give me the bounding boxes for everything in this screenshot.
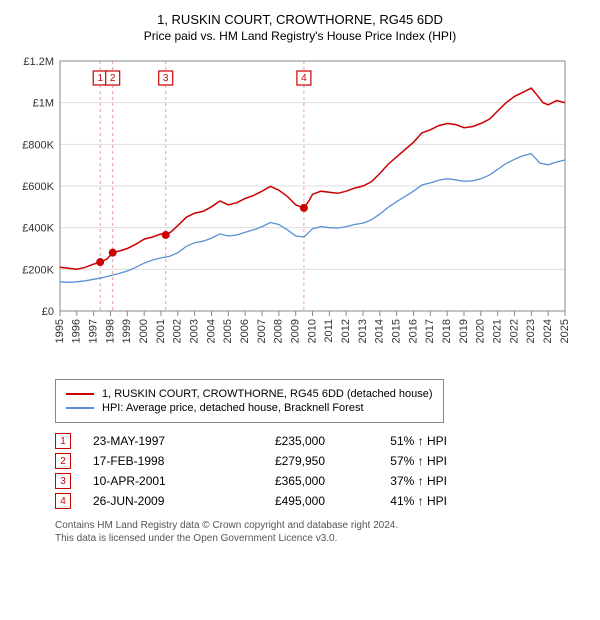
sale-price: £235,000: [225, 434, 325, 448]
sale-hpi: 37% ↑ HPI: [347, 474, 447, 488]
svg-text:2020: 2020: [475, 319, 487, 343]
sale-price: £365,000: [225, 474, 325, 488]
svg-text:2015: 2015: [391, 319, 403, 343]
svg-text:2002: 2002: [172, 319, 184, 343]
sale-index-box: 4: [55, 493, 71, 509]
legend-swatch: [66, 393, 94, 395]
svg-text:2016: 2016: [407, 319, 419, 343]
svg-text:2006: 2006: [239, 319, 251, 343]
svg-text:2017: 2017: [424, 319, 436, 343]
sale-date: 26-JUN-2009: [93, 494, 203, 508]
sale-index-box: 2: [55, 453, 71, 469]
legend-label: HPI: Average price, detached house, Brac…: [102, 402, 364, 414]
svg-text:2013: 2013: [357, 319, 369, 343]
legend-row: HPI: Average price, detached house, Brac…: [66, 402, 433, 414]
footnote: Contains HM Land Registry data © Crown c…: [55, 519, 590, 545]
svg-text:2003: 2003: [189, 319, 201, 343]
sale-price: £495,000: [225, 494, 325, 508]
svg-text:2001: 2001: [155, 319, 167, 343]
svg-text:1: 1: [97, 73, 103, 84]
svg-text:2000: 2000: [138, 319, 150, 343]
legend: 1, RUSKIN COURT, CROWTHORNE, RG45 6DD (d…: [55, 379, 444, 423]
svg-text:£800K: £800K: [22, 139, 54, 151]
svg-text:4: 4: [301, 73, 307, 84]
sale-row: 3 10-APR-2001 £365,000 37% ↑ HPI: [55, 473, 590, 489]
legend-swatch: [66, 407, 94, 409]
sale-hpi: 57% ↑ HPI: [347, 454, 447, 468]
svg-text:£0: £0: [42, 306, 54, 318]
sale-date: 17-FEB-1998: [93, 454, 203, 468]
svg-text:1995: 1995: [54, 319, 66, 343]
svg-text:2005: 2005: [222, 319, 234, 343]
svg-text:2: 2: [110, 73, 116, 84]
legend-row: 1, RUSKIN COURT, CROWTHORNE, RG45 6DD (d…: [66, 388, 433, 400]
sale-index-box: 1: [55, 433, 71, 449]
svg-text:2019: 2019: [458, 319, 470, 343]
svg-text:2011: 2011: [323, 319, 335, 343]
svg-text:2018: 2018: [441, 319, 453, 343]
svg-text:3: 3: [163, 73, 169, 84]
price-chart: £0 £200K £400K £600K £800K £1M £1.2M 1995 1996 19…: [10, 51, 590, 371]
footnote-line-2: This data is licensed under the Open Gov…: [55, 533, 337, 544]
svg-text:£200K: £200K: [22, 264, 54, 276]
svg-text:1996: 1996: [71, 319, 83, 343]
svg-text:£1M: £1M: [33, 98, 54, 110]
footnote-line-1: Contains HM Land Registry data © Crown c…: [55, 520, 398, 531]
svg-text:2024: 2024: [542, 319, 554, 343]
sales-table: 1 23-MAY-1997 £235,000 51% ↑ HPI 2 17-FEB-199…: [55, 433, 590, 509]
svg-text:2004: 2004: [205, 319, 217, 343]
sale-row: 4 26-JUN-2009 £495,000 41% ↑ HPI: [55, 493, 590, 509]
svg-text:1998: 1998: [104, 319, 116, 343]
sale-index-box: 3: [55, 473, 71, 489]
svg-text:2022: 2022: [508, 319, 520, 343]
sale-row: 1 23-MAY-1997 £235,000 51% ↑ HPI: [55, 433, 590, 449]
chart-subtitle: Price paid vs. HM Land Registry's House …: [10, 29, 590, 43]
svg-text:2010: 2010: [306, 319, 318, 343]
sale-row: 2 17-FEB-1998 £279,950 57% ↑ HPI: [55, 453, 590, 469]
svg-text:2012: 2012: [340, 319, 352, 343]
svg-text:£600K: £600K: [22, 181, 54, 193]
sale-date: 23-MAY-1997: [93, 434, 203, 448]
svg-text:2025: 2025: [559, 319, 570, 343]
svg-text:2007: 2007: [256, 319, 268, 343]
svg-text:2008: 2008: [273, 319, 285, 343]
chart-svg: £0 £200K £400K £600K £800K £1M £1.2M 1995 1996 19…: [10, 51, 570, 371]
svg-text:£1.2M: £1.2M: [23, 56, 54, 68]
svg-text:2014: 2014: [374, 319, 386, 343]
svg-text:2023: 2023: [525, 319, 537, 343]
sale-price: £279,950: [225, 454, 325, 468]
chart-title: 1, RUSKIN COURT, CROWTHORNE, RG45 6DD: [10, 12, 590, 27]
sale-hpi: 41% ↑ HPI: [347, 494, 447, 508]
svg-text:1999: 1999: [121, 319, 133, 343]
svg-text:£400K: £400K: [22, 223, 54, 235]
svg-text:2009: 2009: [290, 319, 302, 343]
legend-label: 1, RUSKIN COURT, CROWTHORNE, RG45 6DD (d…: [102, 388, 433, 400]
sale-date: 10-APR-2001: [93, 474, 203, 488]
svg-text:1997: 1997: [88, 319, 100, 343]
sale-hpi: 51% ↑ HPI: [347, 434, 447, 448]
svg-text:2021: 2021: [492, 319, 504, 343]
